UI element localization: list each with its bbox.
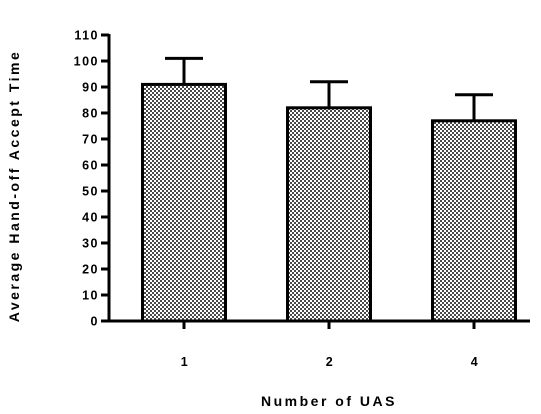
y-tick-label: 40 xyxy=(82,211,99,225)
bar-2 xyxy=(286,106,372,323)
x-tick-label: 4 xyxy=(471,355,479,369)
y-tick-label: 30 xyxy=(82,237,99,251)
y-tick-label: 60 xyxy=(82,159,99,173)
y-tick-label: 100 xyxy=(74,55,99,69)
y-tick-label: 110 xyxy=(74,29,99,43)
y-tick-label: 70 xyxy=(82,133,99,147)
x-axis-title: Number of UAS xyxy=(261,393,397,409)
y-tick-label: 20 xyxy=(82,263,99,277)
y-tick-label: 80 xyxy=(82,107,99,121)
y-axis-title: Average Hand-off Accept Time xyxy=(6,50,22,323)
bar-1 xyxy=(141,82,227,323)
bar-4 xyxy=(431,119,517,323)
y-tick-label: 0 xyxy=(91,315,99,329)
y-tick-label: 50 xyxy=(82,185,99,199)
bars-group xyxy=(141,82,517,323)
y-tick-label: 10 xyxy=(82,289,99,303)
x-axis: 1 2 4 xyxy=(107,319,530,369)
y-tick-label: 90 xyxy=(82,81,99,95)
x-tick-label: 2 xyxy=(326,355,334,369)
error-bars-group xyxy=(165,56,493,121)
y-axis: 0 10 20 30 40 50 60 70 80 90 100 110 xyxy=(74,29,111,329)
x-tick-label: 1 xyxy=(181,355,189,369)
